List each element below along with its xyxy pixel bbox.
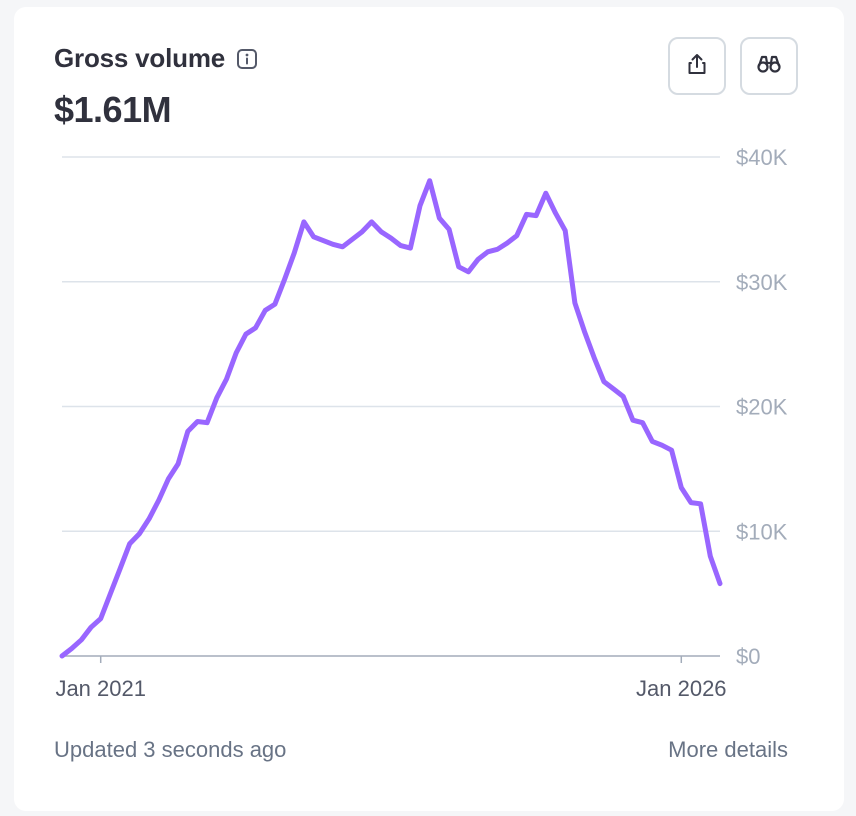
y-tick-label: $40K bbox=[736, 145, 788, 170]
y-tick-label: $0 bbox=[736, 644, 760, 669]
x-tick-label: Jan 2026 bbox=[636, 676, 727, 701]
y-tick-label: $30K bbox=[736, 270, 788, 295]
updated-status: Updated 3 seconds ago bbox=[54, 737, 287, 762]
share-button[interactable] bbox=[668, 37, 726, 95]
explore-button[interactable] bbox=[740, 37, 798, 95]
widget-title: Gross volume bbox=[54, 43, 225, 73]
info-icon[interactable] bbox=[235, 47, 259, 71]
title-row: Gross volume bbox=[54, 43, 259, 74]
gross-volume-card: Gross volume $1.61M $40K $30K $20K $10 bbox=[14, 7, 844, 811]
y-tick-label: $10K bbox=[736, 519, 788, 544]
x-tick-label: Jan 2021 bbox=[55, 676, 146, 701]
binoculars-icon bbox=[756, 53, 782, 80]
total-value: $1.61M bbox=[54, 89, 172, 130]
share-icon bbox=[686, 52, 708, 81]
y-tick-label: $20K bbox=[736, 395, 788, 420]
series-line[interactable] bbox=[59, 178, 723, 659]
more-details-link[interactable]: More details bbox=[668, 737, 788, 762]
gross-volume-chart: $40K $30K $20K $10K $0 Jan 2021 Jan 2026 bbox=[55, 145, 788, 701]
